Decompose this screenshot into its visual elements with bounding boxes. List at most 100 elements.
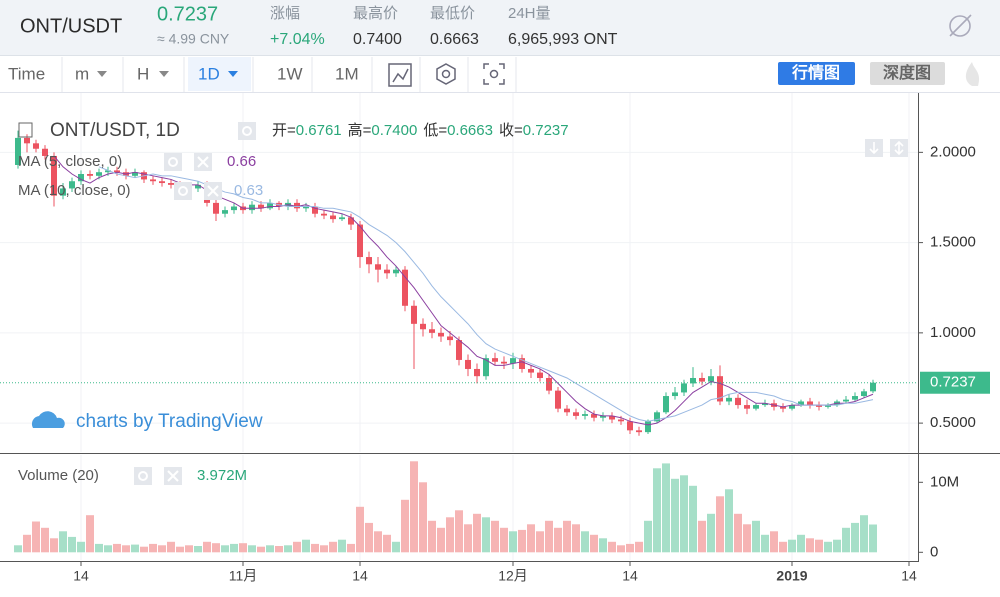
candle-body [528, 368, 534, 373]
volume-bar [815, 539, 823, 553]
view-button-bg[interactable] [778, 62, 855, 85]
candle-body [150, 179, 156, 182]
volume-bar [725, 489, 733, 553]
volume-bar [131, 544, 139, 553]
volume-bar [14, 545, 22, 553]
settings-button[interactable] [174, 182, 192, 200]
indicator-name: MA (5, close, 0) [18, 153, 122, 170]
candle-body [312, 206, 318, 214]
chart-title: ONT/USDT, 1D [50, 120, 180, 141]
volume-bar [707, 513, 715, 553]
volume-bar [455, 510, 463, 553]
candle-body [798, 401, 804, 406]
candle-body [267, 202, 273, 209]
volume-bar [698, 520, 706, 553]
interval-button[interactable]: 1W [277, 64, 303, 83]
volume-bar [761, 534, 769, 553]
volume-bar [770, 531, 778, 553]
candle-body [780, 406, 786, 409]
candle-body [807, 401, 813, 406]
volume-bar [338, 539, 346, 553]
volume-bar [77, 541, 85, 553]
ohlc-label: 高= [348, 122, 372, 139]
volume-bar [221, 545, 229, 553]
pair: ONT/USDT [20, 15, 122, 37]
stat-value: 6,965,993 ONT [508, 31, 618, 48]
cny: ≈ 4.99 CNY [157, 31, 230, 47]
chart-icon[interactable] [388, 63, 412, 87]
candle-body [654, 412, 660, 422]
candle-body [555, 390, 561, 409]
candle-body [762, 403, 768, 406]
volume-bar [869, 524, 877, 553]
y-tick-label: 0.5000 [930, 414, 976, 431]
candle-body [420, 323, 426, 330]
interval-button[interactable]: 1M [335, 64, 359, 83]
indicator-value: 0.63 [234, 182, 263, 199]
volume-bar [734, 513, 742, 553]
stat-value: 0.7400 [353, 31, 402, 48]
interval-button[interactable]: m [75, 64, 89, 83]
candle-body [600, 415, 606, 418]
volume-bar [797, 534, 805, 553]
volume-bar [716, 496, 724, 553]
volume-bar [257, 546, 265, 553]
candle-body [303, 206, 309, 209]
volume-bar [437, 527, 445, 553]
ma-line [98, 166, 874, 422]
candle-body [690, 377, 696, 384]
volume-bar [194, 546, 202, 553]
interval-button[interactable]: H [137, 64, 149, 83]
candle-body [78, 174, 84, 182]
candle-body [681, 383, 687, 393]
indicator-name: MA (10, close, 0) [18, 182, 131, 199]
toolbar: Time m H 1D 1W 1M 行情图 深度图 [8, 57, 945, 92]
candle-body [168, 183, 174, 185]
close-glyph [167, 470, 179, 482]
y-tick-label: 1.5000 [930, 234, 976, 251]
view-button[interactable]: 行情图 [791, 63, 840, 82]
settings-button[interactable] [238, 122, 256, 140]
chart: 0.5000 1.0000 1.5000 2.0000 0 10M 14 11月 14 12月 14… [0, 93, 1000, 584]
volume-bar [419, 482, 427, 553]
volume-bar [536, 531, 544, 553]
volume-bar [509, 531, 517, 553]
interval-button[interactable]: 1D [198, 64, 220, 83]
settings-button[interactable] [134, 467, 152, 485]
indicator-value: 0.66 [227, 153, 256, 170]
view-button[interactable]: 深度图 [883, 63, 931, 82]
volume-bar [851, 522, 859, 553]
volume-bar [50, 538, 58, 553]
candle-body [375, 264, 381, 270]
volume-bar [464, 524, 472, 553]
view-button-bg[interactable] [870, 62, 945, 85]
candle-body [735, 397, 741, 406]
volume-value: 3.972M [197, 467, 247, 484]
candle-body [96, 172, 102, 176]
volume-bar [167, 541, 175, 553]
volume-bar [68, 536, 76, 553]
candle-body [825, 405, 831, 407]
candle-body [321, 213, 327, 216]
candle-body [699, 377, 705, 382]
volume-bar [662, 463, 670, 553]
settings-icon[interactable] [436, 63, 456, 85]
candle-body [51, 155, 57, 196]
settings-button[interactable] [164, 153, 182, 171]
ohlc-value: 0.7237 [523, 122, 569, 139]
volume-bar [401, 499, 409, 553]
volume-bar [806, 538, 814, 553]
volume-bar [860, 515, 868, 553]
screenshot-icon[interactable] [483, 63, 505, 85]
interval-button[interactable]: Time [8, 64, 45, 83]
candle-body [537, 372, 543, 378]
volume-bar [365, 522, 373, 553]
volume-bar [86, 515, 94, 553]
volume-bar [248, 545, 256, 553]
volume-bar [302, 539, 310, 553]
y-tick-label: 2.0000 [930, 143, 976, 160]
legend-toggle[interactable] [18, 122, 33, 138]
candle-body [564, 408, 570, 413]
candle-body [456, 340, 462, 360]
